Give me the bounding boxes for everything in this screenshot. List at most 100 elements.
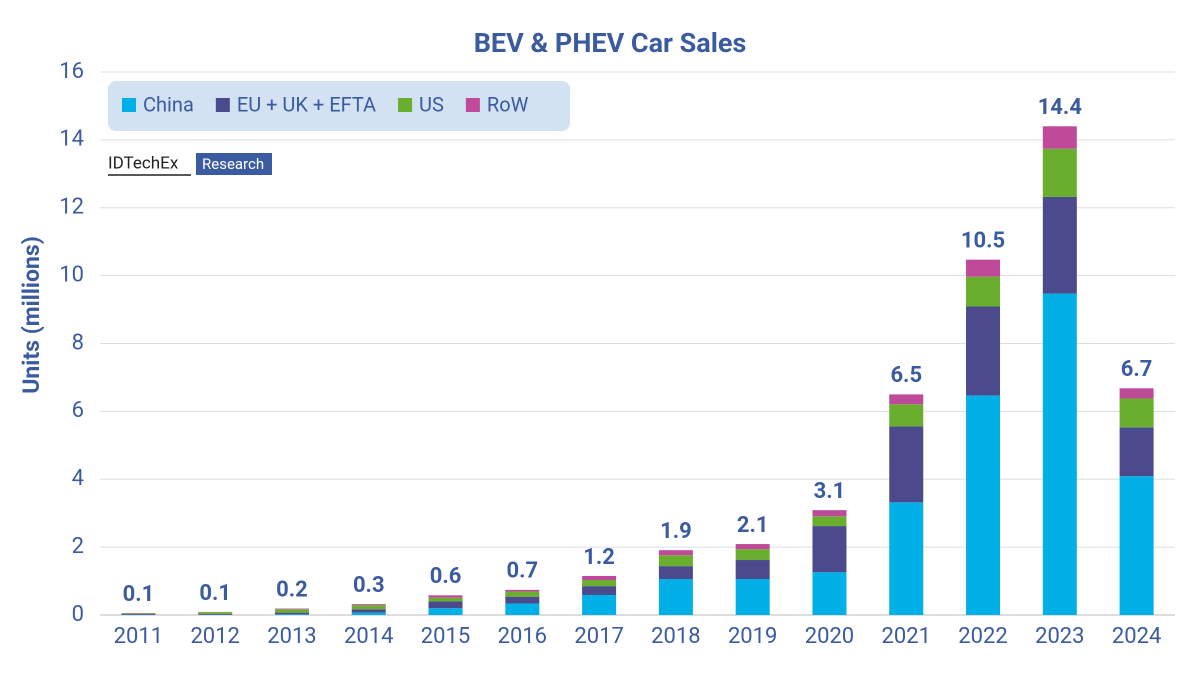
- y-axis-title: Units (millions): [18, 236, 45, 394]
- legend-swatch: [216, 98, 230, 112]
- legend-label: US: [419, 92, 444, 116]
- y-tick-label: 16: [59, 59, 84, 84]
- y-tick-label: 12: [59, 195, 84, 220]
- total-label: 0.1: [123, 582, 155, 607]
- bar-segment: [121, 613, 155, 614]
- total-label: 10.5: [961, 228, 1005, 253]
- legend-label: RoW: [487, 92, 529, 116]
- x-tick-label: 2022: [958, 624, 1007, 649]
- logo-tagline: Research: [202, 155, 264, 173]
- y-tick-label: 10: [59, 262, 84, 287]
- logo-name: IDTechEx: [108, 153, 179, 173]
- bar-segment: [1120, 388, 1154, 398]
- bar-segment: [736, 560, 770, 579]
- total-label: 2.1: [737, 513, 769, 538]
- total-label: 14.4: [1038, 95, 1083, 120]
- y-tick-label: 14: [59, 127, 84, 152]
- total-label: 1.2: [583, 545, 615, 570]
- total-label: 0.7: [507, 559, 539, 584]
- bar-segment: [889, 426, 923, 502]
- x-tick-label: 2023: [1035, 624, 1084, 649]
- bar-segment: [582, 586, 616, 595]
- bar-segment: [275, 614, 309, 615]
- legend-swatch: [398, 98, 412, 112]
- total-label: 0.6: [430, 564, 462, 589]
- bar-segment: [198, 614, 232, 615]
- x-tick-label: 2018: [651, 624, 700, 649]
- total-label: 6.7: [1121, 357, 1153, 382]
- bar-segment: [505, 592, 539, 597]
- legend-swatch: [466, 98, 480, 112]
- bar-segment: [582, 576, 616, 580]
- bar-segment: [1043, 149, 1077, 197]
- bar-segment: [812, 516, 846, 526]
- bar-segment: [275, 613, 309, 615]
- x-tick-label: 2013: [267, 624, 316, 649]
- bar-segment: [275, 609, 309, 612]
- bar-segment: [659, 579, 693, 615]
- bar-segment: [966, 307, 1000, 396]
- bar-segment: [966, 395, 1000, 615]
- x-tick-label: 2014: [344, 624, 393, 649]
- bar-segment: [736, 579, 770, 615]
- x-tick-label: 2015: [421, 624, 470, 649]
- chart-title: BEV & PHEV Car Sales: [474, 27, 747, 59]
- bar-segment: [966, 277, 1000, 307]
- x-tick-label: 2011: [114, 624, 163, 649]
- bar-segment: [736, 549, 770, 560]
- bar-segment: [889, 502, 923, 615]
- x-tick-label: 2019: [728, 624, 777, 649]
- bar-segment: [505, 597, 539, 604]
- y-tick-label: 2: [72, 534, 84, 559]
- bar-segment: [352, 613, 386, 615]
- x-tick-label: 2012: [190, 624, 239, 649]
- bar-segment: [352, 604, 386, 605]
- bar-segment: [659, 566, 693, 579]
- total-label: 6.5: [890, 363, 922, 388]
- total-label: 0.3: [353, 573, 385, 598]
- bar-segment: [812, 526, 846, 572]
- bar-segment: [659, 555, 693, 566]
- x-tick-label: 2020: [805, 624, 854, 649]
- y-tick-label: 8: [72, 330, 84, 355]
- bar-segment: [1120, 398, 1154, 427]
- bar-segment: [582, 580, 616, 586]
- total-label: 0.1: [199, 581, 231, 606]
- bar-segment: [1043, 197, 1077, 294]
- x-tick-label: 2017: [574, 624, 623, 649]
- y-tick-label: 6: [72, 398, 84, 423]
- x-tick-label: 2016: [498, 624, 547, 649]
- legend-label: EU + UK + EFTA: [237, 92, 376, 116]
- bar-segment: [352, 605, 386, 609]
- legend-swatch: [122, 98, 136, 112]
- total-label: 3.1: [814, 479, 846, 504]
- bar-segment: [966, 260, 1000, 277]
- total-label: 1.9: [660, 519, 692, 544]
- bar-segment: [889, 404, 923, 426]
- bar-segment: [659, 550, 693, 555]
- bar-segment: [1120, 476, 1154, 615]
- bar-segment: [198, 612, 232, 614]
- bar-segment: [352, 609, 386, 612]
- bar-segment: [1043, 126, 1077, 148]
- bar-segment: [121, 614, 155, 615]
- bar-segment: [429, 601, 463, 608]
- bar-segment: [275, 609, 309, 610]
- x-tick-label: 2021: [882, 624, 931, 649]
- bar-segment: [889, 394, 923, 404]
- bar-segment: [812, 510, 846, 516]
- bar-segment: [505, 590, 539, 592]
- bar-segment: [582, 595, 616, 615]
- y-tick-label: 4: [72, 466, 84, 491]
- legend-label: China: [143, 92, 194, 116]
- bar-segment: [1043, 294, 1077, 615]
- bar-segment: [429, 595, 463, 597]
- bar-segment: [505, 603, 539, 615]
- bar-segment: [429, 608, 463, 615]
- total-label: 0.2: [276, 577, 308, 602]
- bar-segment: [429, 598, 463, 602]
- bar-segment: [812, 572, 846, 615]
- y-tick-label: 0: [72, 602, 84, 627]
- x-tick-label: 2024: [1112, 624, 1161, 649]
